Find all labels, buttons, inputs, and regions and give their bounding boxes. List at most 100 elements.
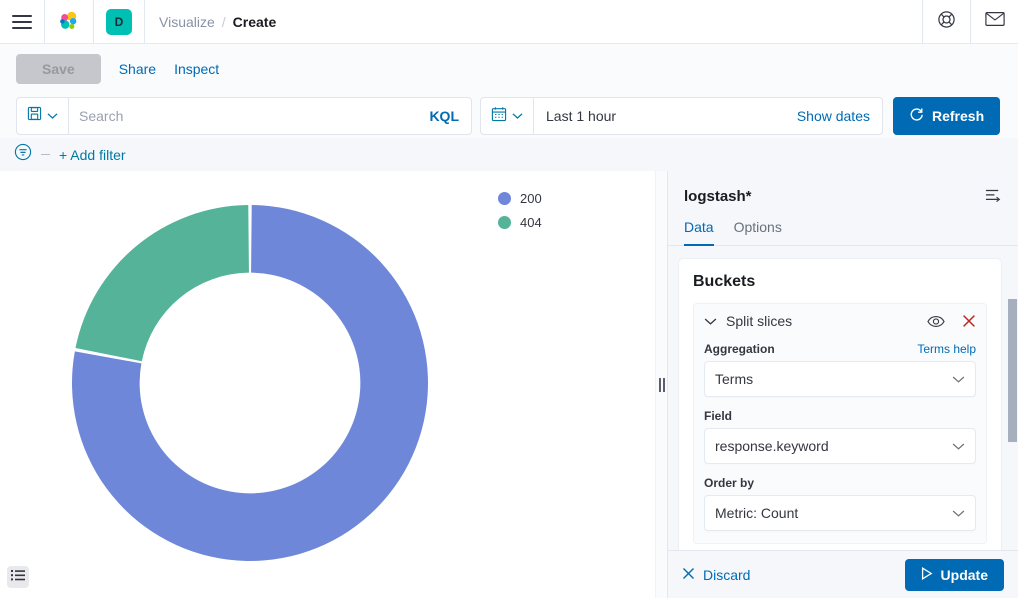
inspect-button[interactable]: Inspect bbox=[174, 61, 220, 77]
field-value: response.keyword bbox=[715, 438, 829, 454]
donut-chart[interactable] bbox=[70, 203, 430, 563]
chevron-down-icon bbox=[512, 107, 523, 125]
terms-help-link[interactable]: Terms help bbox=[917, 342, 976, 356]
help-lifering-icon bbox=[937, 10, 956, 34]
editor-footer: Discard Update bbox=[668, 550, 1018, 598]
editor-scroll-area[interactable]: Buckets Split slices bbox=[668, 246, 1018, 550]
aggregation-label-row: Aggregation Terms help bbox=[704, 342, 976, 356]
chevron-down-icon[interactable] bbox=[704, 317, 717, 326]
space-selector-button[interactable]: D bbox=[94, 0, 145, 43]
breadcrumb-item-create: Create bbox=[232, 13, 277, 30]
bucket-split-slices: Split slices bbox=[693, 303, 987, 544]
hamburger-icon[interactable] bbox=[12, 14, 32, 29]
legend-item-200[interactable]: 200 bbox=[498, 191, 542, 206]
global-header: D Visualize / Create bbox=[0, 0, 1018, 44]
menu-toggle-button[interactable] bbox=[0, 0, 45, 43]
bucket-body: Aggregation Terms help Terms bbox=[694, 338, 986, 543]
play-triangle-icon bbox=[921, 566, 933, 583]
order-by-select[interactable]: Metric: Count bbox=[704, 495, 976, 531]
aggregation-select[interactable]: Terms bbox=[704, 361, 976, 397]
close-x-icon bbox=[682, 567, 695, 583]
legend-item-404[interactable]: 404 bbox=[498, 215, 542, 230]
refresh-label: Refresh bbox=[932, 108, 985, 124]
field-label: Field bbox=[704, 409, 733, 423]
help-button[interactable] bbox=[922, 0, 970, 43]
collapse-panel-icon[interactable] bbox=[985, 188, 1002, 202]
chart-legend: 200 404 bbox=[498, 191, 542, 230]
eye-icon[interactable] bbox=[927, 315, 945, 328]
field-select[interactable]: response.keyword bbox=[704, 428, 976, 464]
side-panel-header: logstash* bbox=[668, 171, 1018, 205]
mail-envelope-icon bbox=[984, 11, 1005, 32]
order-by-value: Metric: Count bbox=[715, 505, 799, 521]
update-button[interactable]: Update bbox=[904, 558, 1004, 591]
visualization-toolbar: Save Share Inspect bbox=[0, 44, 1018, 94]
visualization-chart-pane: 200 404 bbox=[0, 171, 655, 598]
chevron-down-icon bbox=[952, 438, 965, 454]
saved-query-menu-button[interactable] bbox=[17, 98, 69, 134]
main-content: 200 404 bbox=[0, 171, 1018, 598]
legend-toggle-button[interactable] bbox=[7, 566, 29, 588]
filter-separator bbox=[41, 154, 50, 155]
field-row-order-by: Order by Metric: Count bbox=[704, 476, 976, 531]
add-filter-button[interactable]: + Add filter bbox=[59, 146, 126, 163]
panel-resize-handle[interactable] bbox=[655, 171, 667, 598]
donut-slice-200[interactable] bbox=[72, 205, 429, 562]
order-by-label-row: Order by bbox=[704, 476, 976, 490]
discard-label: Discard bbox=[703, 566, 751, 583]
tab-data[interactable]: Data bbox=[684, 219, 714, 246]
filter-bar: + Add filter bbox=[0, 138, 1018, 171]
refresh-button[interactable]: Refresh bbox=[893, 97, 1001, 135]
save-floppy-icon bbox=[27, 106, 42, 126]
breadcrumb-separator: / bbox=[221, 13, 226, 30]
date-picker-group: Last 1 hour Show dates bbox=[480, 97, 883, 135]
side-panel-scrollbar[interactable] bbox=[1008, 299, 1017, 442]
search-bar-group: KQL bbox=[16, 97, 472, 135]
breadcrumb: Visualize / Create bbox=[145, 0, 276, 43]
field-row-aggregation: Aggregation Terms help Terms bbox=[704, 342, 976, 397]
space-avatar: D bbox=[106, 8, 132, 35]
refresh-icon bbox=[909, 107, 924, 125]
header-spacer bbox=[276, 0, 922, 43]
donut-chart-svg bbox=[72, 205, 429, 562]
field-label-row: Field bbox=[704, 409, 976, 423]
date-quick-menu-button[interactable] bbox=[481, 98, 534, 134]
legend-color-swatch bbox=[498, 216, 511, 229]
list-legend-icon bbox=[11, 568, 25, 587]
buckets-title: Buckets bbox=[693, 273, 756, 290]
chevron-down-icon bbox=[952, 371, 965, 387]
query-language-button[interactable]: KQL bbox=[429, 108, 459, 124]
legend-item-label: 404 bbox=[520, 215, 542, 230]
calendar-icon bbox=[491, 106, 507, 127]
date-range-display[interactable]: Last 1 hour bbox=[546, 108, 617, 124]
update-label: Update bbox=[940, 566, 988, 583]
donut-slice-404[interactable] bbox=[75, 205, 249, 362]
share-button[interactable]: Share bbox=[118, 61, 157, 77]
legend-color-swatch bbox=[498, 192, 511, 205]
chevron-down-icon bbox=[47, 107, 58, 125]
chevron-down-icon bbox=[952, 505, 965, 521]
field-row-field: Field response.keyword bbox=[704, 409, 976, 464]
search-input[interactable] bbox=[69, 98, 418, 134]
aggregation-value: Terms bbox=[715, 371, 754, 387]
show-dates-button[interactable]: Show dates bbox=[796, 108, 870, 124]
query-bar: KQL Last 1 hour Show dates bbox=[0, 94, 1018, 138]
save-button[interactable]: Save bbox=[16, 54, 101, 84]
tab-options[interactable]: Options bbox=[733, 219, 782, 235]
editor-side-panel: logstash* Data Options Buckets bbox=[667, 171, 1018, 598]
close-x-icon[interactable] bbox=[962, 314, 976, 328]
breadcrumb-item-visualize[interactable]: Visualize bbox=[159, 13, 215, 30]
discard-button[interactable]: Discard bbox=[682, 567, 750, 583]
aggregation-label: Aggregation bbox=[704, 342, 775, 356]
bucket-header[interactable]: Split slices bbox=[694, 304, 986, 338]
resize-handle-icon bbox=[658, 377, 665, 392]
elastic-logo-icon bbox=[57, 10, 81, 34]
legend-item-label: 200 bbox=[520, 191, 542, 206]
filter-icon[interactable] bbox=[14, 143, 32, 166]
elastic-home-link[interactable] bbox=[45, 0, 94, 43]
order-by-label: Order by bbox=[704, 476, 755, 490]
notifications-mail-button[interactable] bbox=[970, 0, 1018, 43]
index-pattern-title: logstash* bbox=[684, 188, 752, 205]
buckets-card: Buckets Split slices bbox=[678, 258, 1002, 550]
